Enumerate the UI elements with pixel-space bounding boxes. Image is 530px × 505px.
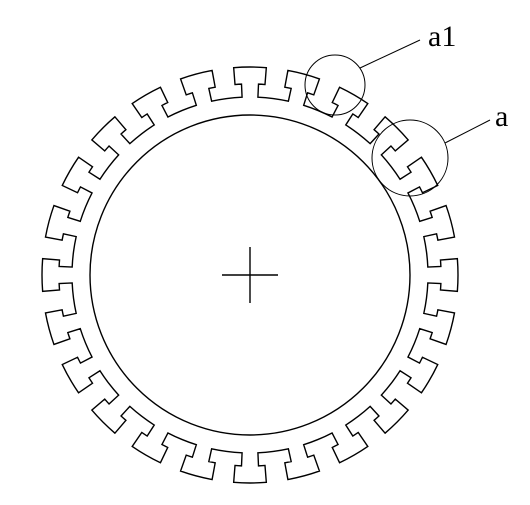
callout-leader-a1	[360, 40, 420, 68]
callout-circle-a1	[305, 55, 365, 115]
callout-label-a: a	[495, 100, 508, 134]
callout-leader-a	[445, 120, 490, 143]
callout-label-a1: a1	[428, 20, 456, 54]
mechanical-spline-diagram	[0, 0, 530, 505]
